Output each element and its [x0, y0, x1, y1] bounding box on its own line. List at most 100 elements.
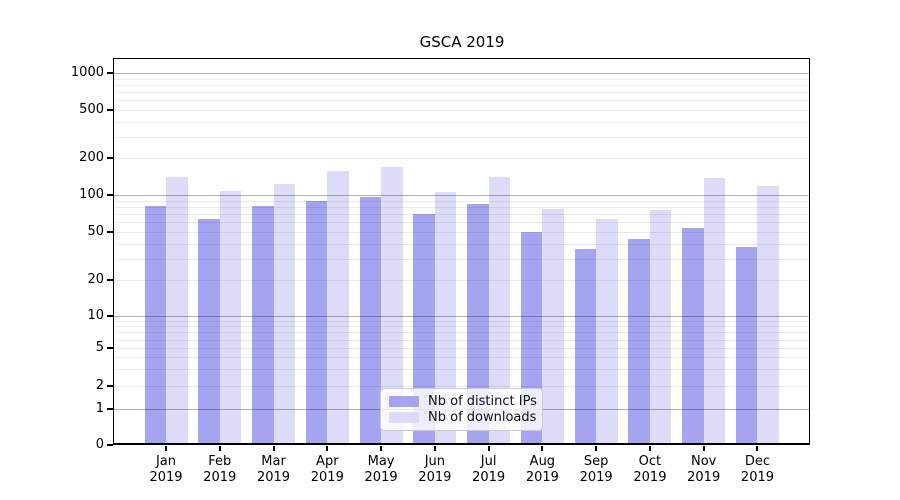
legend-swatch-distinct-ips	[389, 396, 419, 407]
bar-nb-of-distinct-ips-jul	[467, 203, 489, 443]
bar-nb-of-distinct-ips-apr	[305, 201, 328, 443]
gridline-minor-60	[114, 222, 809, 224]
gridline-major-1000	[114, 73, 809, 74]
x-tick-month: Sep	[583, 454, 609, 469]
x-tick-dec	[756, 446, 759, 451]
x-tick-feb	[218, 446, 221, 451]
y-tick-100	[107, 194, 113, 196]
x-tick-year: 2019	[525, 470, 559, 485]
x-tick-month: Jun	[424, 454, 445, 469]
y-tick-label-500: 500	[79, 102, 104, 117]
bar-nb-of-distinct-ips-nov	[682, 227, 704, 443]
y-tick-label-200: 200	[79, 150, 104, 165]
chart-title: GSCA 2019	[419, 33, 505, 51]
x-tick-year: 2019	[203, 470, 237, 485]
x-tick-mar	[272, 446, 275, 451]
x-tick-label-sep: Sep 2019	[568, 454, 624, 486]
y-tick-0	[107, 444, 113, 446]
x-tick-label-nov: Nov 2019	[676, 454, 732, 486]
y-tick-20	[107, 279, 113, 281]
x-tick-label-feb: Feb 2019	[192, 454, 248, 486]
gridline-minor-900	[114, 78, 809, 80]
y-tick-50	[107, 231, 113, 233]
x-tick-month: Nov	[691, 454, 717, 469]
gridline-minor-70	[114, 214, 809, 216]
gridline-minor-40	[114, 243, 809, 245]
y-tick-label-100: 100	[79, 187, 104, 202]
gridline-minor-500	[114, 110, 809, 111]
x-tick-label-jan: Jan 2019	[138, 454, 194, 486]
x-tick-year: 2019	[579, 470, 613, 485]
y-tick-2	[107, 385, 113, 387]
x-tick-month: Apr	[316, 454, 339, 469]
x-tick-jul	[487, 446, 490, 451]
gridline-minor-8	[114, 326, 809, 328]
bar-nb-of-distinct-ips-feb	[198, 219, 220, 443]
legend-item-distinct-ips: Nb of distinct IPs	[389, 394, 537, 409]
x-tick-month: Jul	[480, 454, 497, 469]
x-tick-month: Jan	[155, 454, 177, 469]
x-tick-label-apr: Apr 2019	[299, 454, 355, 486]
x-tick-label-oct: Oct 2019	[622, 454, 678, 486]
legend-item-downloads: Nb of downloads	[389, 410, 536, 425]
gridline-minor-400	[114, 121, 809, 123]
y-tick-label-1000: 1000	[70, 65, 104, 80]
bar-nb-of-downloads-nov	[703, 177, 726, 443]
gridline-minor-90	[114, 200, 809, 202]
x-tick-year: 2019	[364, 470, 398, 485]
x-tick-label-dec: Dec 2019	[729, 454, 785, 486]
bar-nb-of-distinct-ips-jun	[413, 213, 435, 443]
bar-nb-of-downloads-dec	[757, 186, 779, 443]
x-tick-year: 2019	[687, 470, 721, 485]
x-tick-year: 2019	[472, 470, 506, 485]
y-tick-label-5: 5	[95, 340, 104, 355]
x-tick-aug	[541, 446, 544, 451]
gridline-minor-4	[114, 357, 809, 359]
y-tick-label-50: 50	[87, 224, 104, 239]
x-tick-jan	[165, 446, 167, 451]
bar-nb-of-downloads-jan	[166, 177, 188, 443]
x-tick-may	[380, 446, 383, 451]
bar-nb-of-downloads-jun	[434, 191, 457, 443]
x-tick-label-mar: Mar 2019	[246, 454, 302, 486]
gridline-minor-200	[114, 158, 809, 159]
gridline-minor-30	[114, 258, 809, 260]
x-tick-year: 2019	[418, 470, 452, 485]
bar-nb-of-downloads-jul	[488, 176, 511, 443]
x-tick-month: Dec	[744, 454, 771, 469]
bar-nb-of-downloads-may	[381, 167, 403, 443]
gridline-minor-6	[114, 339, 809, 341]
gridline-minor-3	[114, 369, 809, 371]
bar-nb-of-downloads-apr	[327, 170, 349, 443]
x-tick-year: 2019	[149, 470, 183, 485]
bar-nb-of-downloads-aug	[542, 209, 564, 443]
bar-nb-of-downloads-sep	[596, 218, 618, 443]
gridline-minor-600	[114, 100, 809, 102]
gridline-minor-800	[114, 84, 809, 86]
x-tick-label-aug: Aug 2019	[514, 454, 570, 486]
bars-layer	[114, 59, 809, 443]
bar-nb-of-distinct-ips-sep	[574, 248, 597, 443]
y-tick-200	[107, 157, 113, 159]
bar-nb-of-downloads-oct	[649, 209, 672, 443]
bar-nb-of-distinct-ips-jan	[144, 205, 166, 443]
x-tick-month: Mar	[261, 454, 286, 469]
x-tick-nov	[702, 446, 705, 451]
grid-layer	[114, 59, 809, 443]
x-tick-apr	[326, 446, 329, 451]
y-tick-500	[107, 109, 113, 111]
x-tick-jun	[433, 446, 436, 451]
gridline-major-10	[114, 316, 809, 317]
gridline-minor-50	[114, 232, 809, 233]
gridline-minor-5	[114, 348, 809, 349]
x-tick-year: 2019	[740, 470, 775, 485]
gridline-minor-9	[114, 320, 809, 322]
y-tick-label-1: 1	[95, 401, 104, 416]
x-tick-month: Aug	[529, 454, 556, 469]
y-tick-1	[107, 408, 113, 410]
y-tick-10	[107, 315, 113, 317]
x-tick-label-jun: Jun 2019	[407, 454, 463, 486]
bar-nb-of-downloads-mar	[273, 184, 296, 443]
bar-nb-of-distinct-ips-mar	[252, 205, 274, 443]
legend-swatch-downloads	[389, 412, 419, 423]
